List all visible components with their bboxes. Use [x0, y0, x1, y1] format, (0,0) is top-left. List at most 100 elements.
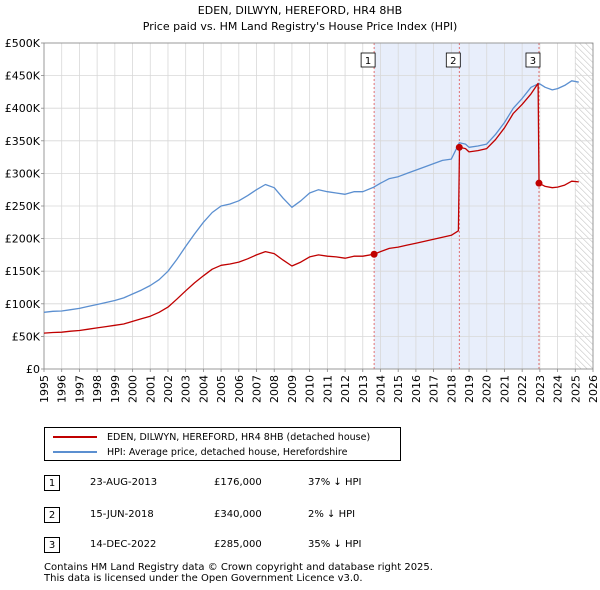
future-hatch-line: [575, 332, 593, 351]
sale-price: £285,000: [214, 539, 262, 550]
footer-copyright: Contains HM Land Registry data © Crown c…: [44, 562, 433, 573]
future-hatch-line: [575, 9, 593, 27]
future-hatch-line: [575, 176, 593, 195]
future-hatch-line: [584, 43, 593, 51]
sale-number-badge: 1: [44, 475, 60, 491]
sale-row-1: 1 23-AUG-2013 £176,000 37% ↓ HPI: [44, 475, 464, 493]
sale-date: 14-DEC-2022: [90, 539, 157, 550]
x-tick-label: 2012: [339, 375, 352, 403]
y-tick-label: £250K: [5, 200, 41, 213]
x-tick-label: 2021: [498, 375, 511, 403]
x-tick-label: 1995: [38, 375, 51, 403]
sale-hpi-diff: 2% ↓ HPI: [308, 509, 356, 520]
future-hatch-line: [575, 140, 593, 159]
future-hatch-line: [590, 43, 593, 45]
y-tick-label: £200K: [5, 233, 41, 246]
x-tick-label: 2024: [552, 375, 565, 403]
future-hatch-line: [575, 272, 593, 291]
future-hatch-line: [575, 134, 593, 153]
x-tick-label: 1997: [73, 375, 86, 403]
future-hatch-line: [575, 152, 593, 171]
future-hatch-line: [575, 296, 593, 315]
sale-number-box: [360, 52, 376, 68]
x-tick-label: 2016: [410, 375, 423, 403]
x-tick-label: 2006: [233, 375, 246, 403]
sale-number-label: 1: [365, 56, 371, 67]
future-hatch-line: [575, 314, 593, 333]
y-tick-label: £450K: [5, 70, 41, 83]
future-hatch-line: [575, 338, 593, 357]
x-tick-label: 2000: [127, 375, 140, 403]
hpi-line: [43, 80, 579, 313]
sale-row-3: 3 14-DEC-2022 £285,000 35% ↓ HPI: [44, 537, 464, 555]
future-hatch-line: [575, 278, 593, 297]
future-hatch-line: [575, 86, 593, 105]
future-hatch-line: [575, 50, 593, 69]
x-tick-label: 2022: [516, 375, 529, 403]
future-hatch-line: [575, 320, 593, 339]
future-hatch-line: [575, 302, 593, 321]
x-tick-label: 2015: [392, 375, 405, 403]
future-hatch-line: [575, 21, 593, 39]
future-hatch-line: [575, 212, 593, 231]
sale-hpi-diff: 35% ↓ HPI: [308, 539, 362, 550]
y-tick-label: £150K: [5, 265, 41, 278]
sale-point: [535, 179, 543, 187]
x-tick-label: 2009: [286, 375, 299, 403]
future-hatch-line: [575, 344, 593, 363]
future-hatch-line: [575, 170, 593, 189]
legend-item-hpi: HPI: Average price, detached house, Here…: [53, 445, 347, 459]
legend: EDEN, DILWYN, HEREFORD, HR4 8HB (detache…: [44, 427, 401, 461]
sale-number-label: 3: [530, 56, 536, 67]
future-hatch-line: [575, 356, 588, 369]
x-tick-label: 2003: [180, 375, 193, 403]
footer-licence: This data is licensed under the Open Gov…: [44, 573, 363, 584]
future-hatch-line: [575, 350, 593, 369]
future-hatch-line: [575, 224, 593, 243]
future-hatch-line: [575, 326, 593, 345]
y-tick-label: £0: [26, 363, 40, 376]
sale-number-badge: 2: [44, 507, 60, 523]
future-hatch-line: [575, 266, 593, 285]
sale-number-badge: 3: [44, 537, 60, 553]
sale-number-label: 2: [450, 56, 456, 67]
future-hatch-line: [575, 56, 593, 75]
x-tick-label: 2017: [428, 375, 441, 403]
x-tick-label: 2026: [587, 375, 600, 403]
future-hatch-line: [575, 194, 593, 213]
y-tick-label: £50K: [12, 330, 41, 343]
x-tick-label: 2023: [534, 375, 547, 403]
future-hatch-line: [575, 62, 593, 81]
future-hatch-line: [575, 182, 593, 201]
future-hatch-line: [575, 164, 593, 183]
sale-date: 23-AUG-2013: [90, 477, 158, 488]
x-tick-label: 2014: [374, 375, 387, 403]
y-tick-label: £350K: [5, 135, 41, 148]
sale-date: 15-JUN-2018: [90, 509, 154, 520]
future-hatch-line: [575, 230, 593, 249]
x-tick-label: 2020: [481, 375, 494, 403]
x-tick-label: 1998: [91, 375, 104, 403]
future-hatch-line: [575, 248, 593, 267]
future-hatch-line: [575, 116, 593, 135]
future-hatch-line: [575, 110, 593, 129]
future-hatch-line: [575, 128, 593, 147]
price-chart: EDEN, DILWYN, HEREFORD, HR4 8HB Price pa…: [5, 4, 600, 403]
future-hatch-line: [575, 284, 593, 303]
y-tick-label: £500K: [5, 37, 41, 50]
property-price-line: [43, 82, 579, 334]
legend-label-hpi: HPI: Average price, detached house, Here…: [107, 446, 348, 458]
future-hatch-line: [575, 80, 593, 99]
sale-price: £176,000: [214, 477, 262, 488]
future-hatch-line: [575, 68, 593, 87]
x-tick-label: 2001: [144, 375, 157, 403]
x-tick-label: 2005: [215, 375, 228, 403]
sale-hpi-diff: 37% ↓ HPI: [308, 477, 362, 488]
x-tick-label: 2011: [321, 375, 334, 403]
x-tick-label: 1999: [109, 375, 122, 403]
x-tick-label: 2002: [162, 375, 175, 403]
future-hatch-line: [575, 236, 593, 255]
sale-number-box: [445, 52, 461, 68]
legend-line-property: [53, 436, 97, 438]
future-hatch-line: [575, 200, 593, 219]
